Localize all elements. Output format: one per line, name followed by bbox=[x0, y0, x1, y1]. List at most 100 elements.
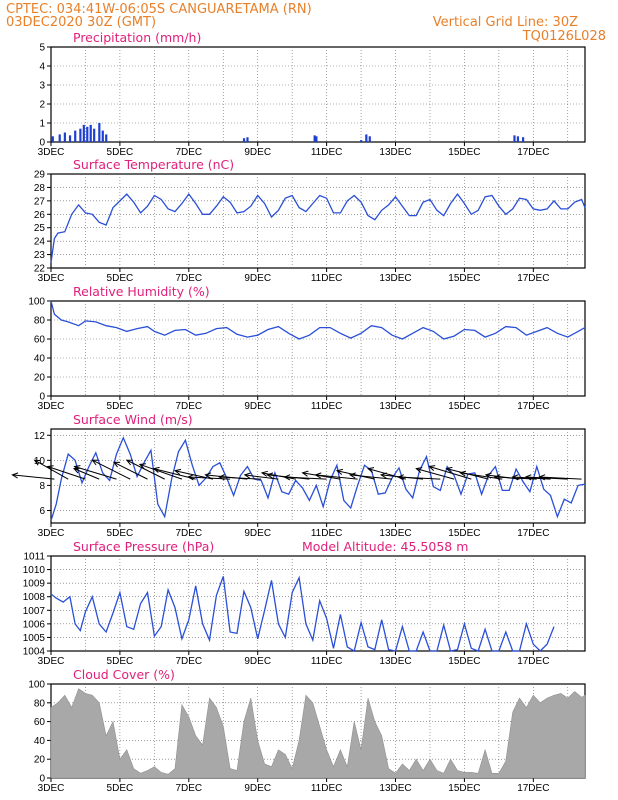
cloud-xtick-label: 17DEC bbox=[517, 783, 549, 794]
wind-wind-arrowhead bbox=[72, 467, 81, 474]
wind-wind-arrowhead bbox=[91, 459, 99, 466]
humidity-ytick-label: 100 bbox=[28, 297, 45, 308]
temperature-frame bbox=[50, 173, 586, 269]
wind-wind-arrowhead bbox=[428, 465, 436, 471]
wind-wind-arrow bbox=[74, 466, 117, 480]
precip-xtick-label: 3DEC bbox=[38, 147, 65, 158]
temperature-ytick-label: 22 bbox=[34, 264, 46, 275]
wind-wind-arrow bbox=[539, 476, 582, 480]
precip-bar bbox=[365, 134, 368, 142]
pressure-frame bbox=[50, 555, 586, 652]
pressure-xtick-label: 15DEC bbox=[448, 656, 480, 667]
wind-xtick-label: 15DEC bbox=[448, 528, 480, 539]
wind-wind-arrowhead bbox=[314, 472, 322, 479]
wind-wind-arrow bbox=[113, 461, 148, 480]
cloud-xtick-label: 11DEC bbox=[311, 783, 343, 794]
wind-wind-arrowhead bbox=[152, 466, 160, 473]
precip-bar bbox=[521, 137, 525, 142]
wind-wind-arrowhead bbox=[366, 467, 375, 473]
cloud-area bbox=[50, 688, 586, 779]
wind-wind-arrowhead bbox=[138, 463, 146, 470]
pressure-ytick-label: 1011 bbox=[23, 552, 45, 563]
cloud-xtick-label: 15DEC bbox=[448, 783, 480, 794]
pressure-xtick-label: 11DEC bbox=[311, 656, 343, 667]
pressure-xtick-label: 9DEC bbox=[244, 656, 271, 667]
wind-wind-arrowhead bbox=[33, 459, 41, 466]
humidity-xtick-label: 7DEC bbox=[175, 401, 202, 412]
pressure-ytick-label: 1006 bbox=[23, 619, 46, 630]
temperature-xtick-label: 13DEC bbox=[379, 273, 411, 284]
wind-wind-arrowhead bbox=[538, 474, 546, 481]
pressure-ytick-label: 1004 bbox=[23, 647, 46, 658]
wind-frame bbox=[50, 428, 586, 524]
precip-ytick-label: 1 bbox=[39, 119, 45, 130]
pressure-title: Surface Pressure (hPa) bbox=[73, 539, 214, 554]
wind-wind-arrowhead bbox=[415, 467, 423, 473]
wind-wind-arrowhead bbox=[524, 474, 532, 481]
humidity-xtick-label: 11DEC bbox=[311, 401, 343, 412]
precip-bar bbox=[51, 136, 54, 142]
precip-bar bbox=[93, 128, 96, 142]
pressure-ytick-label: 1008 bbox=[23, 592, 46, 603]
wind-xtick-label: 3DEC bbox=[38, 528, 65, 539]
wind-wind-arrow bbox=[460, 472, 503, 480]
header-grid-note: Vertical Grid Line: 30Z bbox=[433, 15, 578, 30]
pressure-xtick-label: 7DEC bbox=[175, 656, 202, 667]
wind-xtick-label: 7DEC bbox=[175, 528, 202, 539]
wind-wind-arrow bbox=[350, 474, 393, 480]
precip-bar bbox=[315, 136, 318, 142]
precip-xtick-label: 13DEC bbox=[379, 147, 411, 158]
wind-panel: 6 8 10 12 3DEC 5DEC 7DEC 9DEC 11DEC 13DEC 15DEC 17D… bbox=[11, 412, 586, 539]
cloud-ytick-label: 20 bbox=[34, 755, 46, 766]
wind-wind-arrow bbox=[525, 476, 568, 480]
humidity-xtick-label: 3DEC bbox=[38, 401, 65, 412]
cloud-ytick-label: 0 bbox=[39, 774, 45, 785]
humidity-ytick-label: 60 bbox=[34, 335, 46, 346]
wind-wind-arrowhead bbox=[243, 472, 251, 479]
wind-wind-arrowhead bbox=[173, 468, 182, 475]
precip-bar bbox=[101, 130, 104, 142]
pressure-xtick-label: 5DEC bbox=[107, 656, 134, 667]
pressure-xtick-label: 3DEC bbox=[38, 656, 65, 667]
precip-bar bbox=[58, 134, 61, 142]
cloud-xtick-label: 9DEC bbox=[244, 783, 271, 794]
wind-wind-arrow bbox=[244, 474, 279, 480]
header-station: CPTEC: 034:41W-06:05S CANGUARETAMA (RN) bbox=[6, 2, 312, 17]
wind-wind-arrow bbox=[398, 476, 441, 480]
humidity-ytick-label: 20 bbox=[34, 373, 46, 384]
pressure-xtick-label: 13DEC bbox=[379, 656, 411, 667]
wind-ytick-label: 6 bbox=[39, 506, 45, 517]
cloud-xtick-label: 7DEC bbox=[175, 783, 202, 794]
precip-xtick-label: 9DEC bbox=[244, 147, 271, 158]
wind-xtick-label: 9DEC bbox=[244, 528, 271, 539]
temperature-ytick-label: 27 bbox=[34, 196, 46, 207]
precip-ytick-label: 0 bbox=[39, 138, 45, 149]
precip-bar bbox=[513, 135, 516, 142]
wind-wind-arrow bbox=[219, 476, 262, 480]
wind-wind-arrow bbox=[284, 476, 327, 480]
precip-bar bbox=[246, 137, 249, 142]
precip-title: Precipitation (mm/h) bbox=[73, 30, 201, 45]
wind-wind-arrowhead bbox=[379, 472, 387, 479]
wind-wind-arrowhead bbox=[283, 474, 291, 481]
precip-frame bbox=[50, 46, 586, 143]
header-datetime: 03DEC2020 30Z (GMT) bbox=[6, 15, 156, 30]
temperature-xtick-label: 5DEC bbox=[107, 273, 134, 284]
temperature-ytick-label: 24 bbox=[34, 237, 46, 248]
pressure-xtick-label: 17DEC bbox=[517, 656, 549, 667]
wind-wind-arrow bbox=[512, 476, 551, 480]
wind-xtick-label: 11DEC bbox=[311, 528, 343, 539]
temperature-ytick-label: 25 bbox=[34, 223, 46, 234]
temperature-ytick-label: 23 bbox=[34, 250, 46, 261]
temperature-title: Surface Temperature (nC) bbox=[73, 157, 234, 172]
wind-wind-arrowhead bbox=[445, 466, 453, 473]
precip-xtick-label: 17DEC bbox=[517, 147, 549, 158]
wind-wind-arrowhead bbox=[218, 474, 225, 481]
wind-xtick-label: 5DEC bbox=[107, 528, 134, 539]
wind-wind-arrowhead bbox=[493, 474, 501, 481]
pressure-annotation: Model Altitude: 45.5058 m bbox=[302, 539, 468, 554]
humidity-panel: 0 20 40 60 80 100 3DEC 5DEC 7DEC 9DEC 11DEC 13DEC 15… bbox=[28, 284, 586, 412]
humidity-ytick-label: 40 bbox=[34, 354, 46, 365]
wind-wind-arrow bbox=[429, 466, 472, 480]
humidity-title: Relative Humidity (%) bbox=[73, 284, 210, 299]
